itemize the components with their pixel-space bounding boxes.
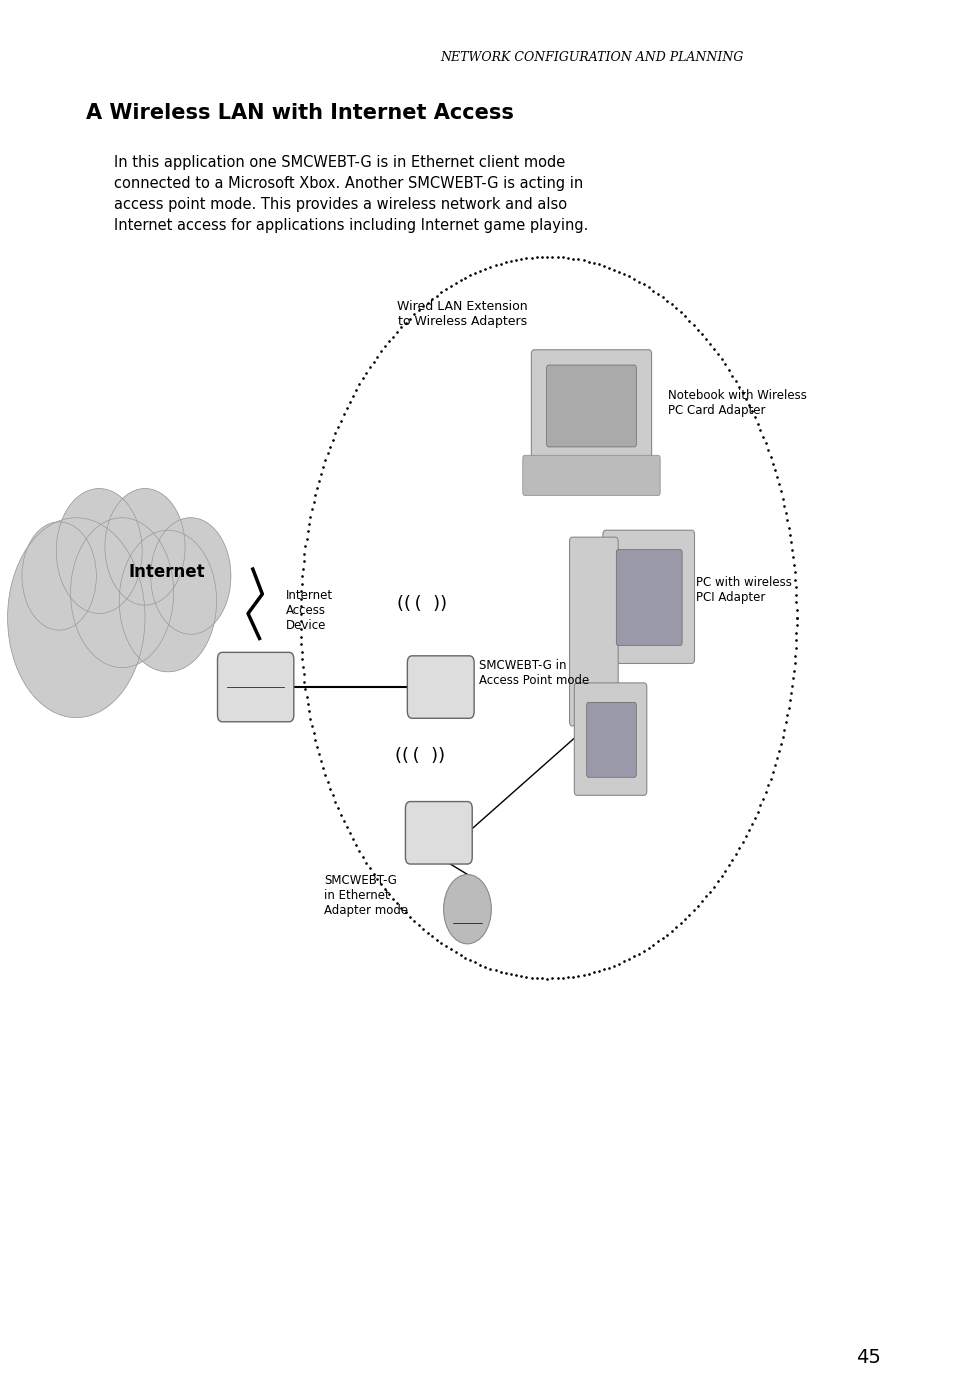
- Circle shape: [151, 518, 231, 634]
- FancyBboxPatch shape: [405, 802, 472, 863]
- Text: A Wireless LAN with Internet Access: A Wireless LAN with Internet Access: [86, 103, 514, 122]
- Circle shape: [105, 489, 185, 605]
- Text: Internet: Internet: [129, 564, 205, 580]
- FancyBboxPatch shape: [407, 657, 474, 719]
- FancyBboxPatch shape: [574, 683, 646, 795]
- FancyBboxPatch shape: [546, 365, 636, 447]
- FancyBboxPatch shape: [602, 530, 694, 663]
- FancyBboxPatch shape: [616, 550, 681, 645]
- Circle shape: [119, 530, 216, 672]
- Text: NETWORK CONFIGURATION AND PLANNING: NETWORK CONFIGURATION AND PLANNING: [439, 51, 742, 64]
- FancyBboxPatch shape: [569, 537, 618, 726]
- Text: SMCWEBT-G
in Ethernet
Adapter mode: SMCWEBT-G in Ethernet Adapter mode: [324, 874, 408, 917]
- Text: In this application one SMCWEBT-G is in Ethernet client mode
connected to a Micr: In this application one SMCWEBT-G is in …: [114, 155, 588, 233]
- FancyBboxPatch shape: [531, 350, 651, 469]
- Text: (( (  )): (( ( )): [395, 748, 444, 765]
- FancyBboxPatch shape: [586, 702, 636, 777]
- Text: Wired LAN Extension
to Wireless Adapters: Wired LAN Extension to Wireless Adapters: [397, 300, 527, 328]
- Text: Notebook with Wireless
PC Card Adapter: Notebook with Wireless PC Card Adapter: [667, 389, 806, 416]
- Circle shape: [443, 874, 491, 944]
- Circle shape: [22, 522, 96, 630]
- Circle shape: [8, 518, 145, 718]
- Text: Internet
Access
Device: Internet Access Device: [286, 590, 333, 632]
- Text: 45: 45: [855, 1348, 880, 1367]
- Text: PC with wireless
PCI Adapter: PC with wireless PCI Adapter: [696, 576, 791, 604]
- FancyBboxPatch shape: [522, 455, 659, 496]
- Circle shape: [56, 489, 142, 613]
- Circle shape: [71, 518, 173, 668]
- Text: SMCWEBT-G in
Access Point mode: SMCWEBT-G in Access Point mode: [478, 659, 589, 687]
- FancyBboxPatch shape: [217, 652, 294, 722]
- Text: (( (  )): (( ( )): [396, 595, 446, 612]
